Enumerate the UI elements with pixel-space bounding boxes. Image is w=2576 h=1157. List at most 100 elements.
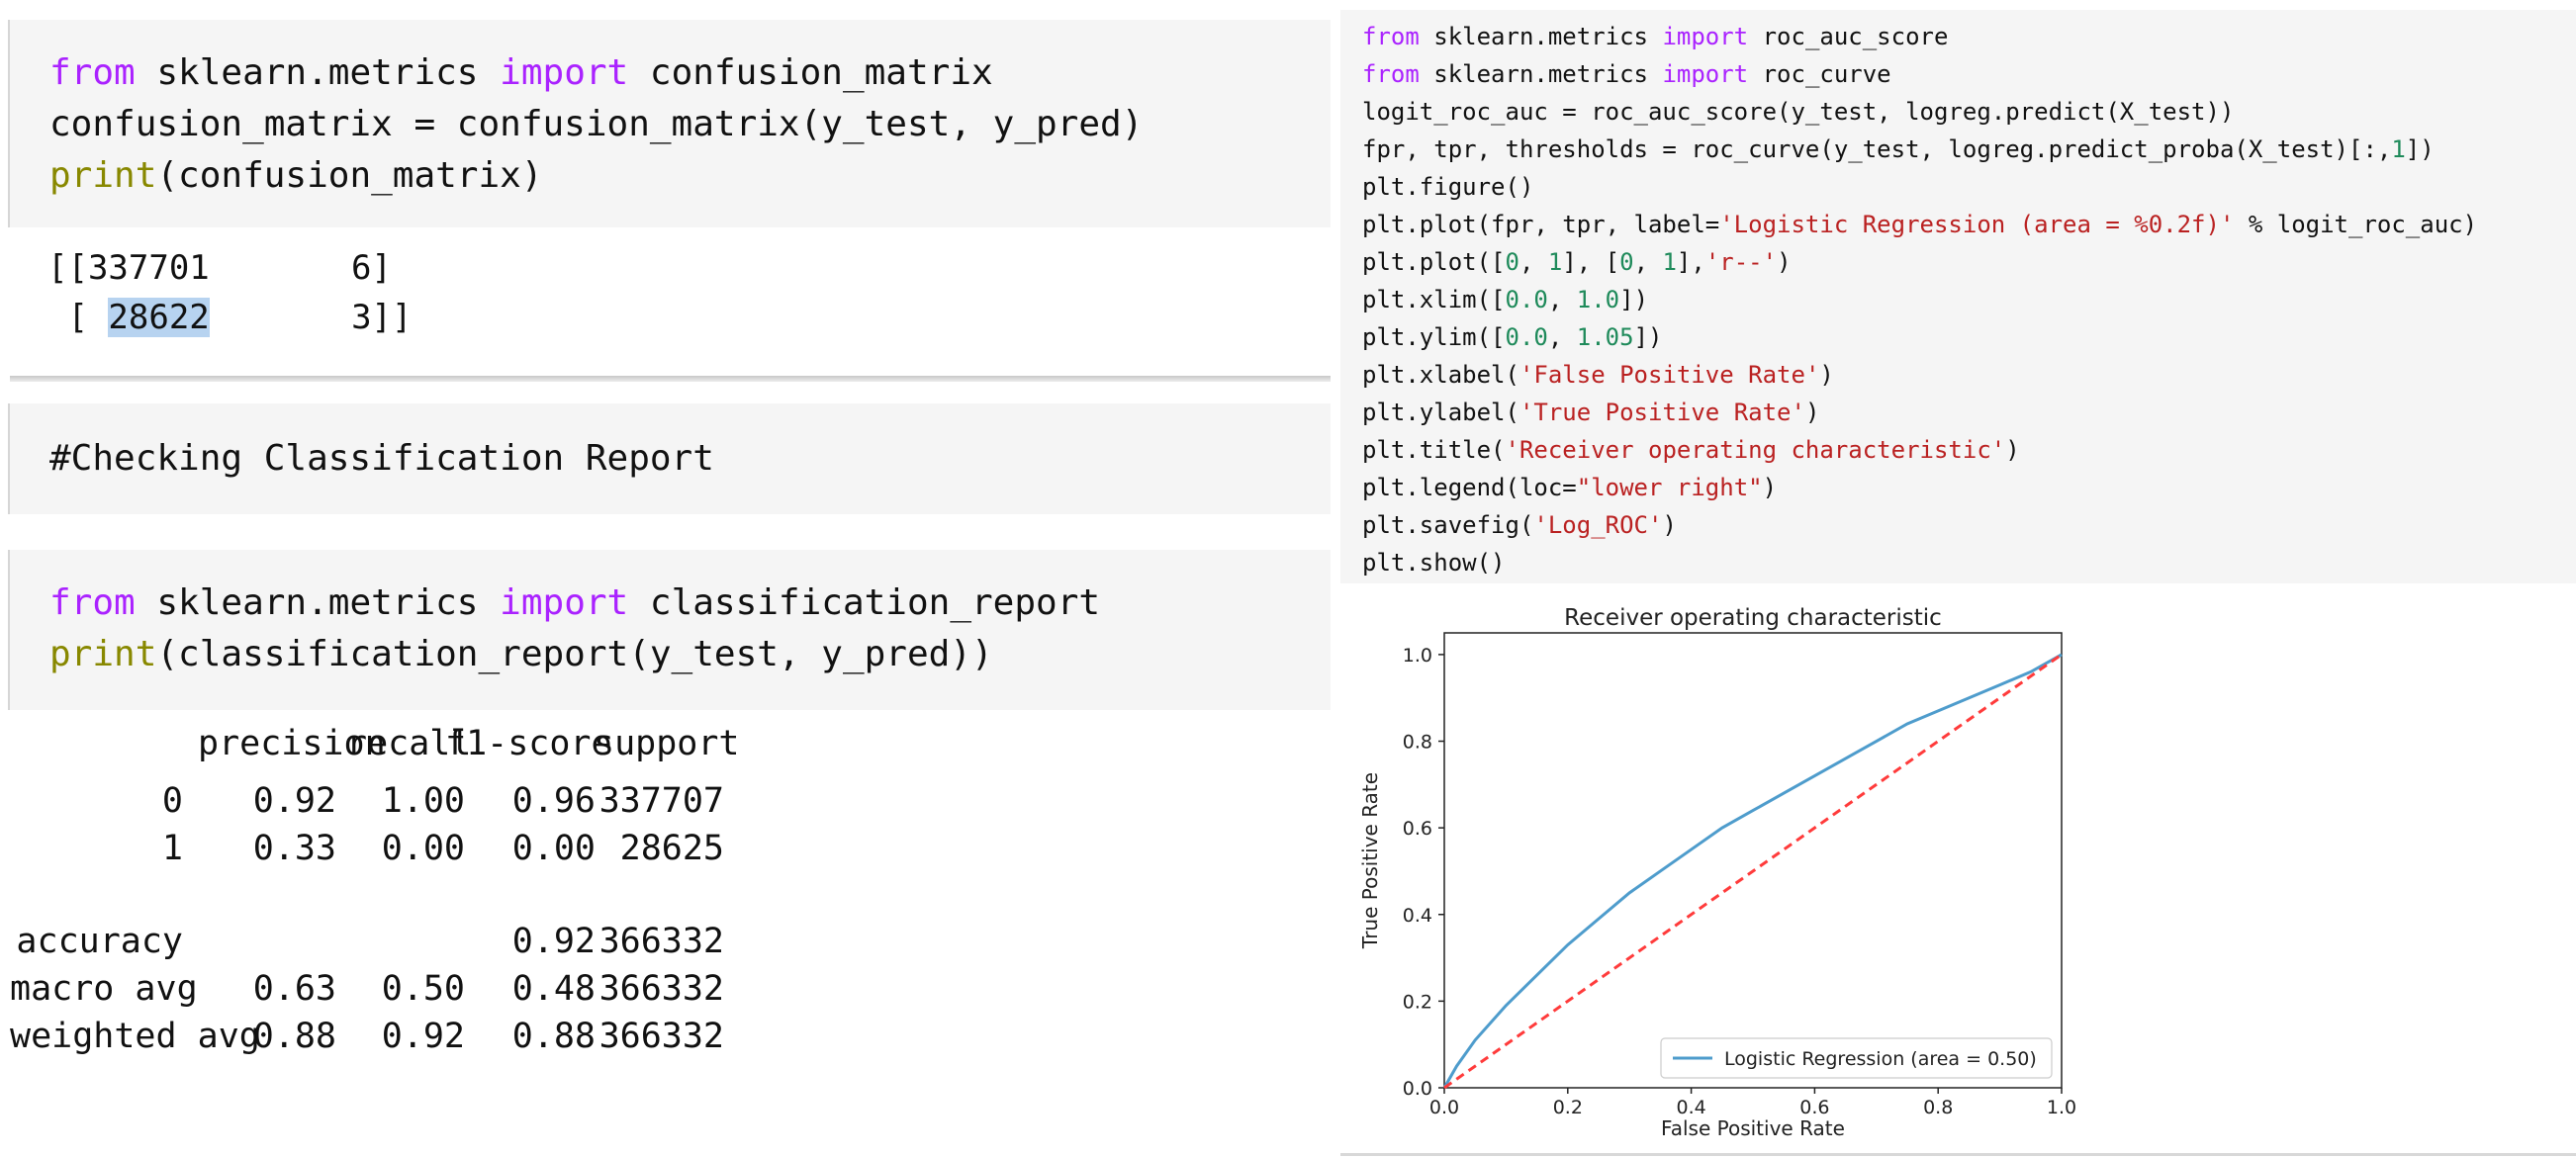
code-token: confusion_matrix [628, 52, 993, 93]
code-token: 1.0 [1576, 286, 1620, 313]
cell-divider [1340, 1153, 2576, 1156]
y-axis-label: True Positive Rate [1358, 772, 1382, 949]
cell-recall: 0.92 [381, 1017, 465, 1056]
code-token: 1.05 [1576, 323, 1634, 351]
code-line: from sklearn.metrics import roc_curve [1340, 55, 2576, 93]
code-token: ) [2005, 436, 2020, 464]
code-line: plt.xlabel('False Positive Rate') [1340, 356, 2576, 394]
code-token: classification_report [628, 582, 1101, 623]
x-tick-label: 0.2 [1553, 1097, 1583, 1118]
selected-text[interactable]: 28622 [108, 298, 210, 337]
code-token: plt.legend(loc= [1362, 474, 1577, 501]
report-row: accuracy 0.92 366332 [10, 922, 1331, 969]
code-token: 'True Positive Rate' [1518, 399, 1805, 426]
cell-precision: 0.33 [252, 829, 336, 868]
code-token: 0.0 [1505, 323, 1548, 351]
code-token: ]) [1619, 286, 1649, 313]
code-line: plt.ylabel('True Positive Rate') [1340, 394, 2576, 431]
code-line: plt.xlim([0.0, 1.0]) [1340, 281, 2576, 318]
cell-precision: 0.88 [252, 1017, 336, 1056]
cell-recall: 0.00 [381, 829, 465, 868]
code-token: from [1362, 60, 1420, 88]
code-token: ) [1662, 511, 1677, 539]
code-line: from sklearn.metrics import classificati… [10, 578, 1331, 629]
report-row: macro avg 0.63 0.50 0.48 366332 [10, 969, 1331, 1017]
code-token: print [49, 155, 157, 196]
roc-curve-line [1442, 653, 2063, 1089]
cell-support: 337707 [598, 781, 724, 821]
code-token: 1 [1662, 248, 1677, 276]
code-cell-confusion-matrix[interactable]: from sklearn.metrics import confusion_ma… [8, 20, 1331, 227]
code-cell-roc[interactable]: from sklearn.metrics import roc_auc_scor… [1340, 10, 2576, 583]
header-recall: recall [346, 724, 472, 763]
cell-support: 366332 [598, 922, 724, 961]
header-f1-score: f1-score [445, 724, 612, 763]
code-token: ) [1804, 399, 1820, 426]
code-line: plt.savefig('Log_ROC') [1340, 506, 2576, 544]
cell-precision: 0.92 [252, 781, 336, 821]
code-token: 'r--' [1704, 248, 1778, 276]
code-token: plt.xlabel( [1362, 361, 1519, 389]
code-cell-comment[interactable]: #Checking Classification Report [8, 403, 1331, 514]
roc-chart: Receiver operating characteristic 0.0 0.2 0… [1358, 605, 2076, 1140]
code-token: ]) [2405, 135, 2435, 163]
row-label: 1 [161, 829, 183, 868]
output-text: [[337701 6] [47, 248, 392, 288]
cell-divider [10, 376, 1331, 382]
code-token: import [1662, 23, 1749, 50]
code-token: plt.xlim([ [1362, 286, 1506, 313]
y-tick-label: 0.6 [1403, 818, 1432, 840]
code-line: plt.figure() [1340, 168, 2576, 206]
code-token: plt.ylim([ [1362, 323, 1506, 351]
code-token: % logit_roc_auc) [2234, 211, 2478, 238]
cell-recall: 0.50 [381, 969, 465, 1009]
output-line: [ 28622 3]] [10, 293, 1331, 342]
code-token: roc_auc_score [1748, 23, 1949, 50]
row-label: accuracy [16, 922, 183, 961]
code-token: import [500, 582, 629, 623]
cell-precision: 0.63 [252, 969, 336, 1009]
baseline-dashed-line [1443, 653, 2063, 1090]
x-tick-label: 0.8 [1923, 1097, 1953, 1118]
cell-recall: 1.00 [381, 781, 465, 821]
y-tick-label: 0.8 [1403, 732, 1432, 754]
code-token: plt.plot(fpr, tpr, label= [1362, 211, 1720, 238]
code-line: plt.legend(loc="lower right") [1340, 469, 2576, 506]
code-line: plt.show() [1340, 544, 2576, 581]
header-support: support [594, 724, 740, 763]
code-token: , [1633, 248, 1663, 276]
code-token: (confusion_matrix) [156, 155, 543, 196]
code-token: ) [1777, 248, 1792, 276]
code-token: 0.0 [1505, 286, 1548, 313]
code-line: plt.ylim([0.0, 1.05]) [1340, 318, 2576, 356]
left-panel: from sklearn.metrics import confusion_ma… [8, 20, 1331, 1064]
right-panel: from sklearn.metrics import roc_auc_scor… [1340, 0, 2576, 1157]
code-cell-classification-report[interactable]: from sklearn.metrics import classificati… [8, 550, 1331, 710]
plot-area [1443, 632, 2063, 1089]
code-token: 1 [1547, 248, 1563, 276]
legend-box [1660, 1037, 2053, 1079]
code-line: print(confusion_matrix) [10, 150, 1331, 202]
x-axis-label: False Positive Rate [1661, 1116, 1845, 1140]
y-tick-label: 1.0 [1403, 645, 1432, 667]
code-token: roc_curve [1748, 60, 1891, 88]
code-line: from sklearn.metrics import confusion_ma… [10, 47, 1331, 99]
code-token: import [500, 52, 629, 93]
cell-f1-score: 0.00 [511, 829, 596, 868]
y-tick-label: 0.4 [1403, 905, 1432, 927]
code-token: , [1518, 248, 1548, 276]
x-tick-label: 0.4 [1676, 1097, 1705, 1118]
legend-label: Logistic Regression (area = 0.50) [1724, 1048, 2037, 1070]
code-line: confusion_matrix = confusion_matrix(y_te… [10, 99, 1331, 150]
code-token: , [1547, 286, 1577, 313]
code-line: from sklearn.metrics import roc_auc_scor… [1340, 18, 2576, 55]
comment-line: #Checking Classification Report [49, 438, 714, 479]
output-confusion-matrix: [[337701 6] [ 28622 3]] [10, 243, 1331, 382]
code-token: 0 [1619, 248, 1634, 276]
y-tick-label: 0.0 [1403, 1078, 1432, 1100]
code-token: sklearn.metrics [135, 582, 501, 623]
code-token: 'Receiver operating characteristic' [1505, 436, 2006, 464]
report-row: weighted avg 0.88 0.92 0.88 366332 [10, 1017, 1331, 1064]
code-token: ]) [1633, 323, 1663, 351]
cell-f1-score: 0.88 [511, 1017, 596, 1056]
